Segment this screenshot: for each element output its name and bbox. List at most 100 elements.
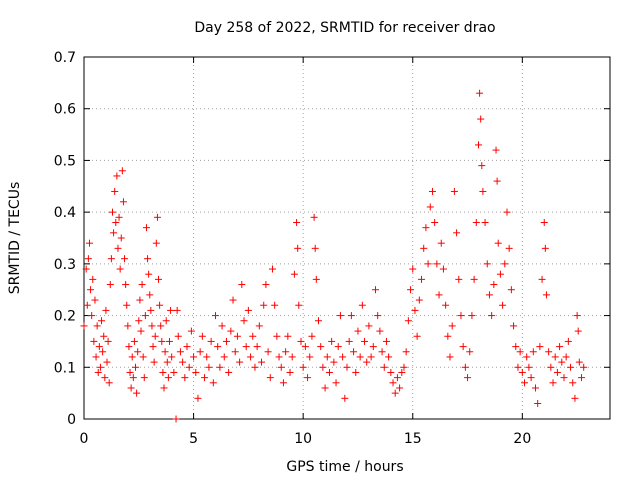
- data-point: [356, 353, 364, 361]
- x-axis-label: GPS time / hours: [286, 459, 403, 475]
- data-point: [133, 389, 141, 397]
- data-point: [117, 234, 125, 242]
- x-tick-label: 20: [513, 431, 531, 447]
- data-point: [266, 374, 274, 382]
- y-tick-label: 0.5: [54, 153, 76, 169]
- data-point: [549, 379, 557, 387]
- data-point: [352, 368, 360, 376]
- data-point: [147, 306, 155, 314]
- data-point: [569, 379, 577, 387]
- data-point: [575, 358, 583, 366]
- data-point: [264, 348, 272, 356]
- data-point: [385, 353, 393, 361]
- data-point: [330, 358, 338, 366]
- data-point: [170, 368, 178, 376]
- data-point: [168, 353, 176, 361]
- data-point: [525, 363, 533, 371]
- data-point: [126, 368, 134, 376]
- data-point: [277, 363, 285, 371]
- data-point: [361, 337, 369, 345]
- data-point: [108, 208, 116, 216]
- data-point: [155, 275, 163, 283]
- data-point: [472, 218, 480, 226]
- data-point: [573, 312, 581, 320]
- data-point: [382, 337, 390, 345]
- data-point: [540, 218, 548, 226]
- data-point: [101, 374, 109, 382]
- data-point: [114, 244, 122, 252]
- data-point: [124, 322, 132, 330]
- data-point: [196, 348, 204, 356]
- data-point: [415, 296, 423, 304]
- data-point: [398, 368, 406, 376]
- data-point: [148, 322, 156, 330]
- data-point: [102, 306, 110, 314]
- data-point: [100, 332, 108, 340]
- data-point: [422, 224, 430, 232]
- data-point: [371, 286, 379, 294]
- data-point: [341, 394, 349, 402]
- data-point: [83, 301, 91, 309]
- data-point: [244, 306, 252, 314]
- data-point: [574, 327, 582, 335]
- data-point: [477, 115, 485, 123]
- data-point: [88, 312, 96, 320]
- data-point: [165, 337, 173, 345]
- data-point: [99, 348, 107, 356]
- x-tick-label: 15: [404, 431, 422, 447]
- data-point: [271, 301, 279, 309]
- data-point: [553, 368, 561, 376]
- data-point: [84, 255, 92, 263]
- data-point: [222, 337, 230, 345]
- data-point: [214, 343, 222, 351]
- data-point: [389, 379, 397, 387]
- data-point: [212, 312, 219, 320]
- data-point: [190, 353, 198, 361]
- data-point: [488, 312, 496, 320]
- data-point: [262, 281, 270, 289]
- data-point: [523, 353, 531, 361]
- data-point: [115, 213, 123, 221]
- data-point: [336, 312, 344, 320]
- data-point: [578, 374, 586, 382]
- data-point: [153, 213, 161, 221]
- data-point: [444, 332, 452, 340]
- data-point: [299, 363, 307, 371]
- data-point: [160, 384, 168, 392]
- y-tick-label: 0.3: [54, 257, 76, 273]
- data-point: [556, 343, 564, 351]
- data-point: [350, 348, 358, 356]
- data-point: [448, 322, 456, 330]
- data-point: [240, 317, 248, 325]
- data-point: [85, 239, 93, 247]
- data-point: [464, 374, 472, 382]
- y-tick-label: 0.7: [54, 50, 76, 66]
- data-point: [354, 327, 362, 335]
- data-point: [150, 358, 158, 366]
- data-point: [439, 265, 447, 273]
- data-point: [304, 374, 312, 382]
- data-point: [251, 363, 259, 371]
- data-point: [413, 332, 421, 340]
- data-point: [172, 415, 180, 423]
- data-point: [512, 343, 520, 351]
- data-point: [476, 89, 484, 97]
- x-tick-label: 10: [294, 431, 312, 447]
- data-point: [478, 162, 486, 170]
- data-point: [137, 327, 145, 335]
- data-point: [494, 239, 502, 247]
- data-point: [496, 270, 504, 278]
- data-point: [185, 363, 193, 371]
- data-point: [567, 363, 575, 371]
- data-point: [483, 260, 491, 268]
- data-point: [551, 353, 559, 361]
- data-point: [547, 363, 555, 371]
- data-point: [446, 353, 454, 361]
- data-point: [347, 312, 355, 320]
- data-point: [118, 167, 126, 175]
- x-tick-label: 5: [189, 431, 198, 447]
- data-point: [82, 265, 90, 273]
- data-point: [121, 255, 129, 263]
- data-point: [334, 343, 342, 351]
